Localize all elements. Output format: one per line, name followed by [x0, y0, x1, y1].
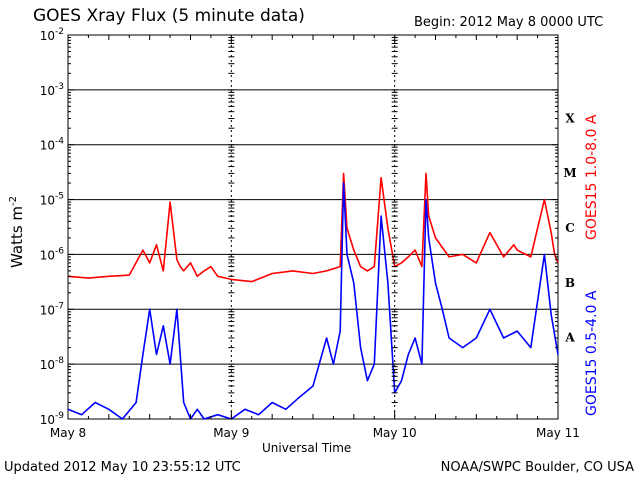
x-tick-label: May 10	[373, 426, 417, 440]
legend-short-channel: GOES15 0.5-4.0 A	[584, 290, 600, 416]
updated-timestamp: Updated 2012 May 10 23:55:12 UTC	[4, 460, 241, 475]
y-tick-label: 10-2	[40, 27, 64, 43]
credit-label: NOAA/SWPC Boulder, CO USA	[440, 460, 634, 475]
flare-class-label: A	[564, 331, 575, 345]
chart-title: GOES Xray Flux (5 minute data)	[33, 6, 305, 26]
flare-class-label: B	[565, 276, 575, 290]
x-tick-label: May 8	[50, 426, 86, 440]
x-axis-title: Universal Time	[262, 441, 352, 455]
x-tick-label: May 9	[213, 426, 249, 440]
y-tick-label: 10-4	[40, 137, 65, 153]
y-axis-title: Watts m-2	[8, 195, 26, 268]
series-line-short	[67, 182, 559, 420]
y-tick-label: 10-7	[40, 301, 64, 317]
tick-layer: 10-9 10-8 10-7 10-6 10-5 10-4 10-3 10-2 May 8 May…	[40, 27, 580, 440]
y-tick-label: 10-9	[40, 411, 65, 427]
flare-class-label: C	[565, 221, 575, 235]
y-tick-label: 10-8	[40, 356, 65, 372]
y-tick-label: 10-3	[40, 82, 64, 98]
flare-class-label: X	[565, 111, 575, 125]
begin-time-label: Begin: 2012 May 8 0000 UTC	[414, 15, 604, 30]
series-layer	[67, 172, 559, 420]
y-tick-label: 10-5	[40, 192, 64, 208]
y-tick-label: 10-6	[40, 246, 65, 262]
flare-class-label: M	[563, 166, 576, 180]
legend-long-channel: GOES15 1.0-8.0 A	[584, 114, 600, 240]
series-line-long	[67, 172, 559, 283]
x-tick-label: May 11	[536, 426, 580, 440]
